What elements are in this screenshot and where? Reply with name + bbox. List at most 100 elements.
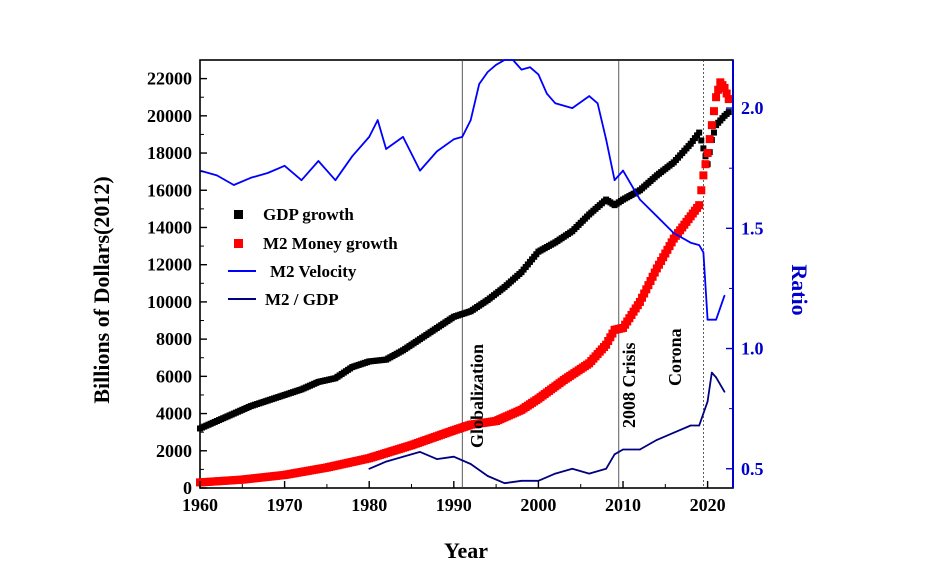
m2-gdp-point bbox=[486, 475, 489, 477]
x-tick-label: 1990 bbox=[436, 495, 472, 515]
m2-money-growth-marker bbox=[724, 95, 733, 104]
m2-velocity-line bbox=[199, 59, 726, 321]
m2-velocity-point bbox=[233, 184, 235, 186]
m2-velocity-point bbox=[622, 169, 624, 172]
m2-money-growth-marker bbox=[699, 171, 708, 180]
m2-gdp-point bbox=[588, 472, 590, 475]
y-left-axis-title: Billions of Dollars(2012) bbox=[89, 176, 114, 403]
m2-velocity-point bbox=[436, 150, 438, 153]
m2-velocity-point bbox=[334, 179, 337, 182]
m2-gdp-point bbox=[385, 460, 387, 463]
annotation-globalization: Globalization bbox=[467, 344, 487, 448]
m2-money-growth-marker bbox=[722, 89, 731, 98]
m2-velocity-point bbox=[376, 119, 379, 121]
m2-gdp-point bbox=[706, 400, 709, 403]
m2-money-growth-marker bbox=[697, 186, 706, 195]
y-left-tick-label: 8000 bbox=[156, 329, 192, 349]
m2-velocity-point bbox=[520, 68, 523, 71]
m2-velocity-point bbox=[266, 172, 269, 174]
m2-money-growth-marker bbox=[650, 268, 659, 277]
m2-money-growth-marker bbox=[707, 121, 716, 130]
series-layer bbox=[196, 59, 733, 487]
y-left-tick-label: 16000 bbox=[147, 180, 192, 200]
m2-velocity-point bbox=[453, 138, 455, 141]
m2-gdp-point bbox=[613, 453, 616, 456]
m2-money-growth-marker bbox=[648, 272, 657, 281]
m2-money-growth-marker bbox=[709, 107, 718, 116]
m2-velocity-point bbox=[495, 64, 497, 66]
m2-velocity-point bbox=[317, 160, 320, 162]
m2-gdp-point bbox=[469, 463, 472, 465]
m2-gdp-point bbox=[503, 482, 506, 484]
m2-money-growth-marker bbox=[635, 297, 644, 306]
bottom-axis: 1960 1970 1980 1990 2000 2010 2020 bbox=[182, 481, 726, 515]
m2-money-growth-marker bbox=[712, 93, 721, 102]
y-left-tick-label: 20000 bbox=[147, 106, 192, 126]
m2-gdp-point bbox=[453, 455, 455, 458]
m2-gdp-point bbox=[698, 424, 700, 427]
m2-money-growth-marker bbox=[701, 160, 710, 169]
m2-gdp-point bbox=[639, 448, 641, 451]
m2-velocity-point bbox=[656, 215, 658, 218]
x-tick-label: 2010 bbox=[605, 495, 641, 515]
x-tick-label: 2000 bbox=[520, 495, 556, 515]
x-tick-label: 2020 bbox=[690, 495, 726, 515]
m2-velocity-point bbox=[702, 251, 705, 254]
m2-gdp-point bbox=[419, 451, 421, 453]
m2-gdp-point bbox=[723, 391, 726, 393]
legend-marker-m2 bbox=[234, 239, 243, 248]
y-left-tick-label: 0 bbox=[183, 478, 192, 498]
y-right-axis-title: Ratio bbox=[787, 264, 812, 315]
m2-velocity-point bbox=[199, 169, 201, 172]
m2-velocity-point bbox=[715, 318, 717, 321]
m2-velocity-point bbox=[283, 164, 286, 167]
m2-velocity-point bbox=[385, 148, 387, 150]
m2-velocity-point bbox=[596, 102, 599, 105]
m2-velocity-point bbox=[588, 95, 590, 97]
y-left-tick-label: 14000 bbox=[147, 217, 192, 237]
event-lines bbox=[461, 60, 704, 488]
annotation-corona: Corona bbox=[665, 328, 685, 386]
m2-velocity-point bbox=[503, 59, 506, 61]
m2-money-growth-marker bbox=[720, 83, 729, 92]
m2-velocity-point bbox=[368, 136, 371, 138]
m2-gdp-point bbox=[672, 431, 675, 434]
gdp-growth-marker bbox=[696, 129, 703, 136]
m2-velocity-point bbox=[300, 179, 303, 182]
m2-velocity-point bbox=[486, 71, 489, 73]
m2-money-growth-marker bbox=[644, 281, 653, 290]
m2-velocity-point bbox=[613, 179, 616, 182]
y-left-tick-label: 10000 bbox=[147, 292, 192, 312]
m2-velocity-point bbox=[512, 59, 514, 61]
m2-velocity-point bbox=[639, 198, 641, 201]
legend: GDP growth M2 Money growth M2 Velocity M… bbox=[228, 205, 398, 309]
x-tick-label: 1980 bbox=[351, 495, 387, 515]
m2-money-growth-marker bbox=[705, 135, 714, 144]
m2-money-growth-marker bbox=[703, 149, 712, 158]
legend-label-m2: M2 Money growth bbox=[263, 234, 398, 253]
m2-velocity-point bbox=[672, 232, 675, 234]
x-axis-title: Year bbox=[444, 538, 488, 563]
m2-velocity-point bbox=[723, 294, 726, 297]
left-axis: 0 2000 4000 6000 8000 10000 12000 14000 16000 180… bbox=[147, 59, 207, 498]
y-left-tick-label: 22000 bbox=[147, 69, 192, 89]
m2-velocity-point bbox=[689, 241, 692, 244]
right-axis: 0.5 1.0 1.5 2.0 bbox=[726, 60, 764, 488]
m2-velocity-point bbox=[216, 174, 218, 177]
m2-velocity-point bbox=[537, 73, 540, 76]
m2-velocity-point bbox=[554, 102, 557, 105]
y-right-tick-label: 2.0 bbox=[741, 98, 764, 118]
m2-gdp-point bbox=[605, 467, 607, 470]
legend-label-gdp: GDP growth bbox=[263, 205, 354, 224]
m2-velocity-point bbox=[478, 83, 480, 85]
annotation-2008-crisis: 2008 Crisis bbox=[619, 343, 639, 429]
legend-label-velocity: M2 Velocity bbox=[270, 262, 357, 281]
m2-money-growth-marker bbox=[638, 293, 647, 302]
x-tick-label: 1970 bbox=[267, 495, 303, 515]
m2-gdp-point bbox=[711, 371, 713, 374]
gdp-growth-marker bbox=[700, 145, 707, 152]
m2-velocity-point bbox=[419, 169, 421, 172]
y-right-tick-label: 1.0 bbox=[741, 339, 764, 359]
y-right-tick-label: 0.5 bbox=[741, 459, 764, 479]
